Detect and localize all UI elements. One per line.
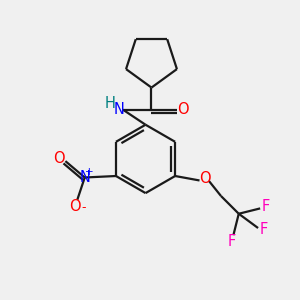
Text: H: H	[104, 96, 115, 111]
Text: O: O	[53, 151, 65, 166]
Text: O: O	[69, 199, 81, 214]
Text: N: N	[79, 170, 90, 185]
Text: O: O	[199, 172, 211, 187]
Text: N: N	[114, 102, 125, 117]
Text: F: F	[260, 222, 268, 237]
Text: -: -	[82, 201, 86, 214]
Text: +: +	[85, 167, 94, 177]
Text: F: F	[228, 234, 236, 249]
Text: O: O	[178, 102, 189, 117]
Text: F: F	[262, 200, 270, 214]
